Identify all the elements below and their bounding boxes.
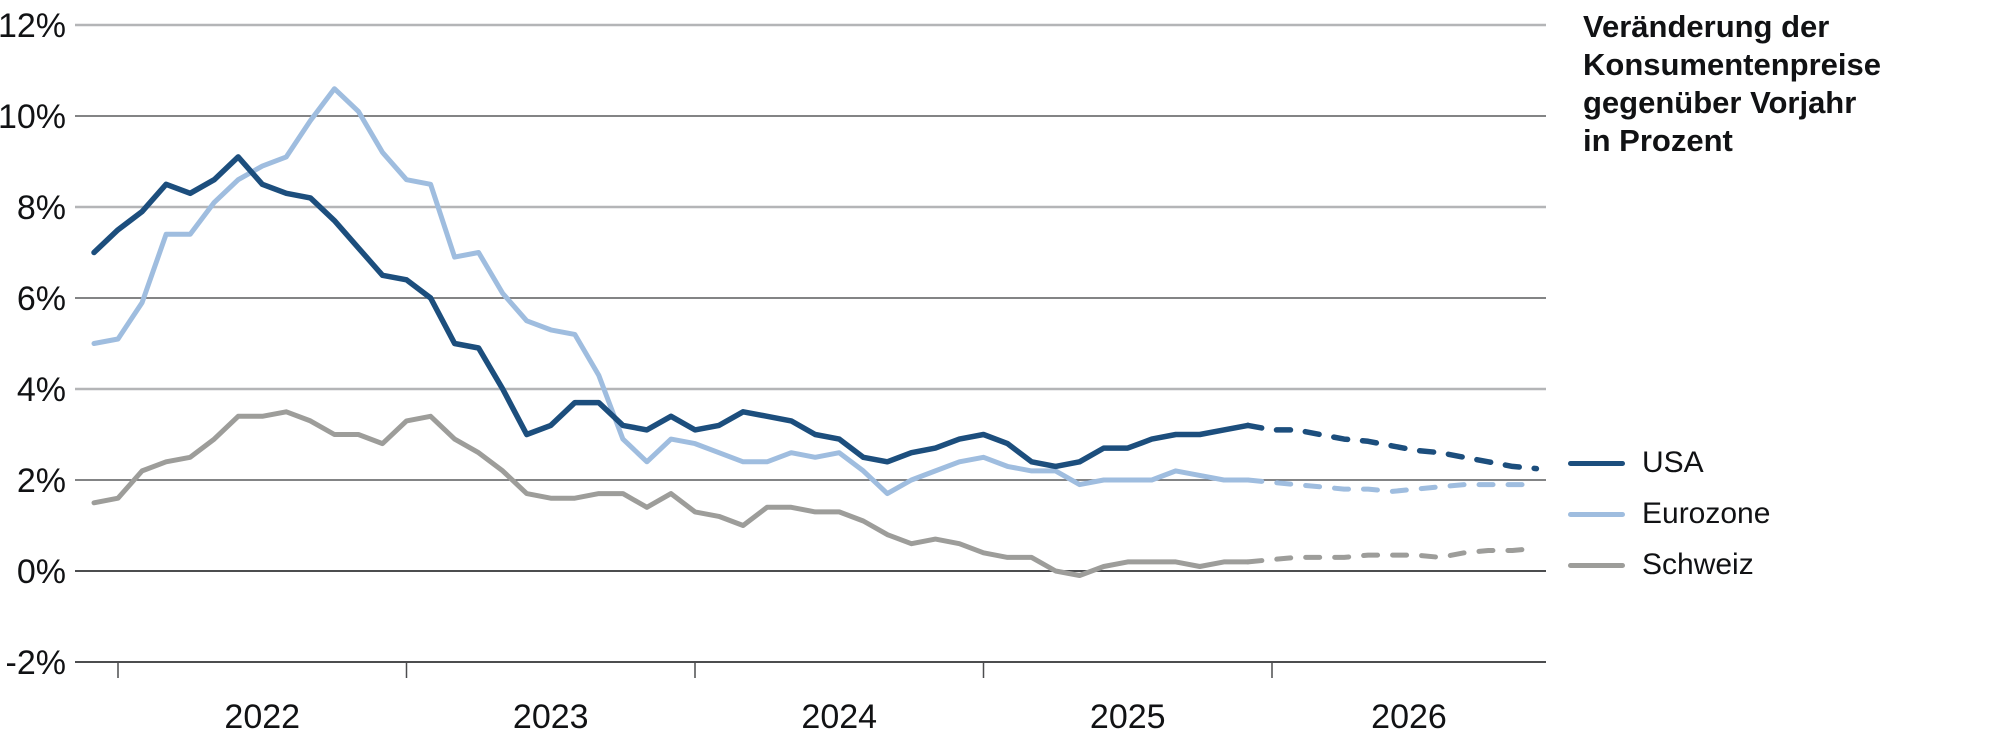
usa-forecast-line: [1245, 422, 1540, 472]
usa-line-swatch: [1568, 460, 1625, 466]
legend-item-usa: USA: [1568, 446, 1770, 480]
legend-label-usa: USA: [1642, 446, 1704, 479]
chart-title-line: in Prozent: [1583, 123, 1733, 158]
chart-title-line: Veränderung der: [1583, 9, 1830, 44]
eurozone-line: [91, 86, 1251, 497]
schweiz-line-swatch: [1568, 562, 1625, 568]
chart-title-line: gegenüber Vorjahr: [1583, 85, 1857, 120]
chart-legend: USA Eurozone Schweiz: [1568, 446, 1770, 599]
y-axis-label: 8%: [17, 189, 66, 227]
chart-title: Veränderung der Konsumentenpreise gegenü…: [1583, 8, 1983, 160]
usa-line: [91, 154, 1251, 470]
x-axis-label: 2023: [513, 698, 589, 736]
legend-label-eurozone: Eurozone: [1642, 497, 1771, 530]
legend-item-schweiz: Schweiz: [1568, 548, 1770, 582]
legend-item-eurozone: Eurozone: [1568, 497, 1770, 531]
schweiz-line: [91, 409, 1251, 578]
chart-title-line: Konsumentenpreise: [1583, 47, 1882, 82]
y-axis-label: 0%: [17, 553, 66, 591]
x-axis-label: 2024: [801, 698, 877, 736]
legend-label-schweiz: Schweiz: [1642, 548, 1754, 581]
y-axis-label: 6%: [17, 280, 66, 318]
eurozone-forecast-line: [1245, 477, 1539, 494]
x-axis-label: 2026: [1371, 698, 1447, 736]
y-axis-label: 4%: [17, 371, 66, 409]
y-axis-label: 12%: [0, 7, 66, 45]
x-axis-label: 2022: [224, 698, 300, 736]
y-axis-label: 10%: [0, 98, 66, 136]
y-axis-label: -2%: [6, 644, 66, 682]
eurozone-line-swatch: [1568, 511, 1625, 517]
schweiz-forecast-line: [1245, 545, 1539, 565]
x-axis-label: 2025: [1090, 698, 1166, 736]
y-axis-label: 2%: [17, 462, 66, 500]
